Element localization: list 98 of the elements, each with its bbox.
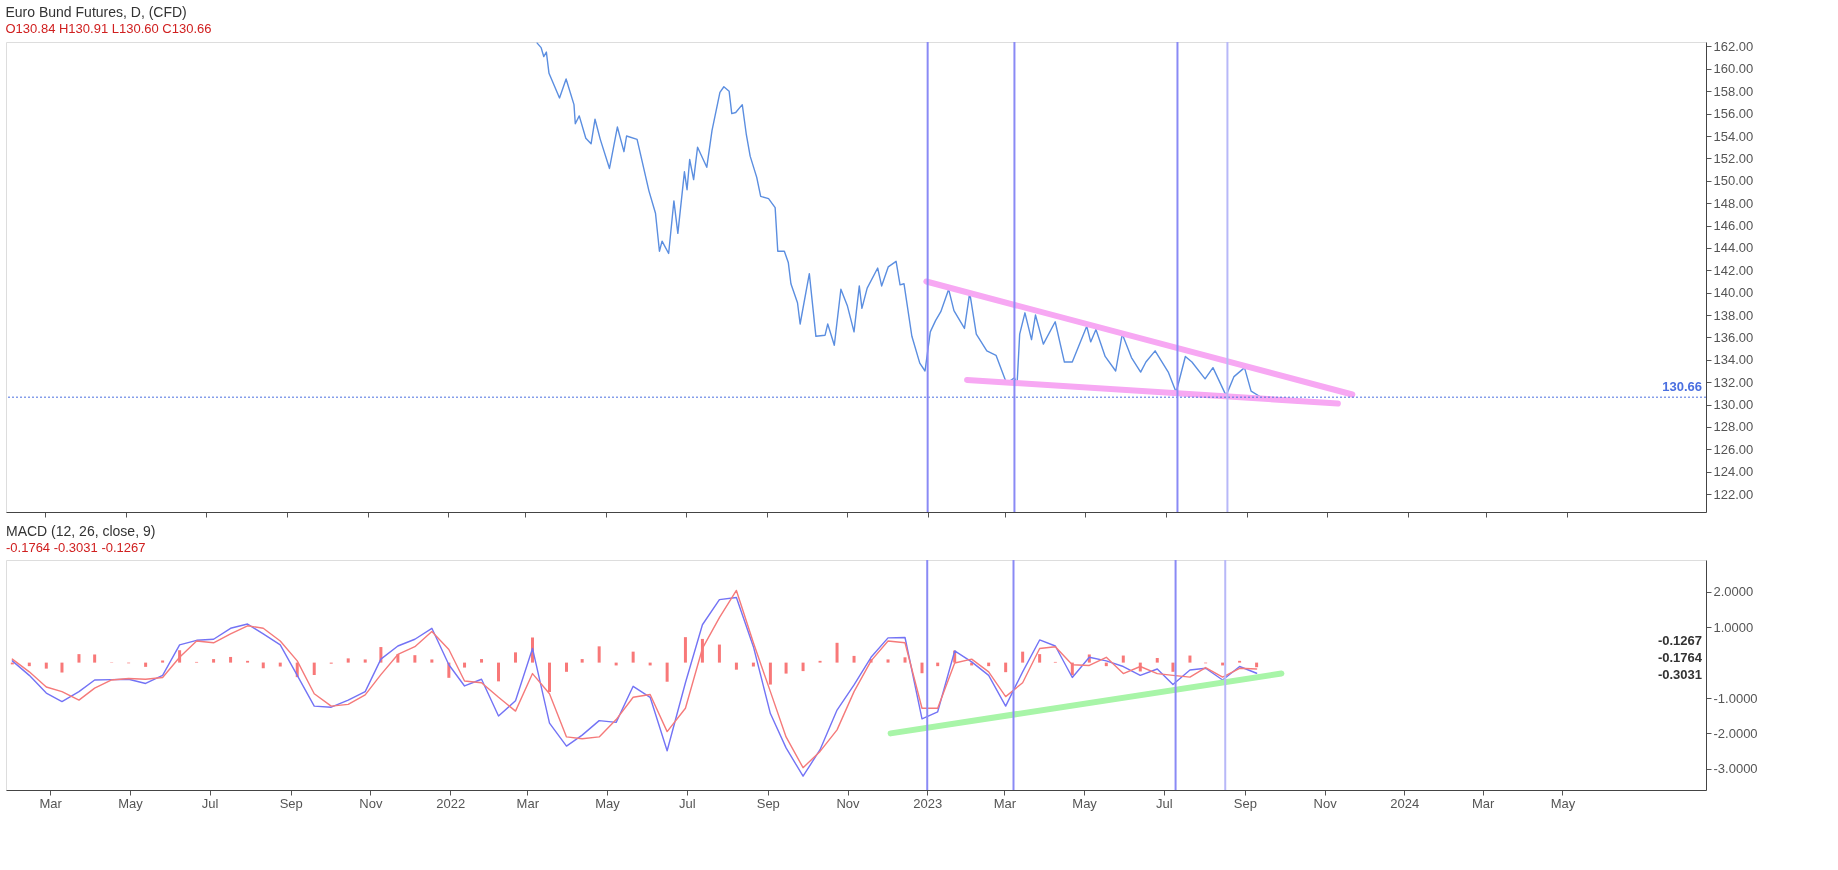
bar bbox=[161, 660, 165, 663]
x-tick-label: May bbox=[1550, 795, 1576, 811]
bar bbox=[920, 662, 924, 674]
bar bbox=[717, 644, 721, 663]
x-tick-label: Sep bbox=[756, 795, 780, 811]
x-tick-label: 2024 bbox=[1390, 795, 1420, 811]
x-tick-label: Mar bbox=[39, 795, 63, 811]
bar bbox=[60, 662, 64, 673]
x-tick-label: Sep bbox=[1233, 795, 1257, 811]
bar bbox=[665, 662, 669, 682]
bar bbox=[580, 659, 584, 663]
annotation: -0.3031 bbox=[1657, 666, 1702, 682]
y-tick-label: 136.00 bbox=[1713, 329, 1754, 345]
bar bbox=[683, 637, 687, 663]
y-tick-label: 154.00 bbox=[1713, 128, 1754, 144]
bar bbox=[346, 658, 350, 663]
y-tick-label: -1.0000 bbox=[1713, 690, 1758, 706]
y-tick-label: 140.00 bbox=[1713, 285, 1754, 301]
bar bbox=[363, 659, 367, 663]
bar bbox=[514, 652, 518, 663]
bar bbox=[564, 662, 568, 672]
y-tick-label: 124.00 bbox=[1713, 464, 1754, 480]
bar bbox=[548, 662, 551, 692]
chart-subtitle: -0.1764 -0.3031 -0.1267 bbox=[6, 540, 146, 555]
bar bbox=[852, 655, 856, 663]
bar bbox=[903, 657, 907, 663]
bar bbox=[751, 662, 755, 667]
x-tick-label: Jul bbox=[678, 795, 696, 811]
bar bbox=[1004, 662, 1008, 673]
x-tick-label: May bbox=[118, 795, 144, 811]
annotation: -0.1764 bbox=[1657, 649, 1703, 665]
y-tick-label: 130.00 bbox=[1713, 397, 1754, 413]
bar bbox=[413, 655, 417, 663]
y-tick-label: 126.00 bbox=[1713, 441, 1754, 457]
bar bbox=[229, 656, 233, 663]
x-tick-label: 2023 bbox=[913, 795, 943, 811]
line-series bbox=[536, 42, 1261, 398]
y-tick-label: 158.00 bbox=[1713, 83, 1754, 99]
bar bbox=[1171, 662, 1175, 672]
bar bbox=[768, 662, 772, 685]
y-tick-label: 122.00 bbox=[1713, 486, 1754, 502]
y-tick-label: -3.0000 bbox=[1713, 761, 1758, 777]
y-tick-label: 156.00 bbox=[1713, 106, 1754, 122]
bar bbox=[77, 654, 81, 663]
y-tick-label: 134.00 bbox=[1713, 352, 1754, 368]
bar bbox=[44, 662, 48, 669]
chart-title: Euro Bund Futures, D, (CFD) bbox=[5, 4, 187, 21]
bar bbox=[1021, 651, 1025, 663]
x-tick-label: Jul bbox=[1155, 795, 1173, 811]
y-tick-label: 2.0000 bbox=[1713, 584, 1754, 600]
x-tick-label: Nov bbox=[1313, 795, 1338, 811]
bar bbox=[497, 662, 501, 682]
y-tick-label: 128.00 bbox=[1713, 419, 1754, 435]
bar bbox=[463, 662, 467, 668]
bar bbox=[1121, 655, 1125, 663]
bar bbox=[1038, 654, 1042, 663]
bar bbox=[597, 646, 601, 663]
bar bbox=[886, 659, 890, 663]
y-tick-label: 146.00 bbox=[1713, 218, 1754, 234]
y-tick-label: 138.00 bbox=[1713, 307, 1754, 323]
y-tick-label: 150.00 bbox=[1713, 173, 1754, 189]
chart-subtitle: O130.84 H130.91 L130.60 C130.66 bbox=[5, 21, 212, 37]
y-tick-label: -2.0000 bbox=[1713, 725, 1758, 741]
x-tick-label: Mar bbox=[1472, 795, 1496, 811]
y-tick-label: 148.00 bbox=[1713, 195, 1754, 211]
x-tick-label: Mar bbox=[516, 795, 540, 811]
x-tick-label: Mar bbox=[993, 795, 1017, 811]
x-tick-label: Sep bbox=[279, 795, 303, 811]
y-tick-label: 152.00 bbox=[1713, 150, 1754, 166]
chart-title: MACD (12, 26, close, 9) bbox=[6, 523, 156, 539]
bar bbox=[1155, 658, 1159, 663]
y-tick-label: 160.00 bbox=[1713, 61, 1754, 77]
bar bbox=[835, 642, 839, 663]
bar bbox=[1188, 655, 1192, 663]
x-tick-label: Jul bbox=[201, 795, 219, 811]
x-tick-label: May bbox=[1072, 795, 1098, 811]
bar bbox=[212, 659, 216, 663]
bar bbox=[144, 662, 148, 667]
bar bbox=[278, 662, 282, 667]
y-tick-label: 132.00 bbox=[1713, 374, 1754, 390]
ref-line-label: 130.66 bbox=[1662, 379, 1702, 395]
annotation: -0.1267 bbox=[1657, 632, 1702, 648]
x-tick-label: 2022 bbox=[436, 795, 466, 811]
bar bbox=[480, 659, 484, 663]
x-tick-label: Nov bbox=[836, 795, 861, 811]
bar bbox=[734, 662, 738, 670]
bar bbox=[430, 659, 434, 663]
bar bbox=[631, 651, 635, 663]
y-tick-label: 144.00 bbox=[1713, 240, 1754, 256]
x-tick-label: May bbox=[595, 795, 621, 811]
y-tick-label: 1.0000 bbox=[1713, 619, 1754, 635]
bar bbox=[93, 654, 97, 663]
bar bbox=[801, 662, 805, 672]
bar bbox=[312, 662, 316, 675]
y-tick-label: 162.00 bbox=[1713, 38, 1754, 54]
x-tick-label: Nov bbox=[359, 795, 383, 811]
bar bbox=[784, 662, 788, 674]
y-tick-label: 142.00 bbox=[1713, 262, 1754, 278]
